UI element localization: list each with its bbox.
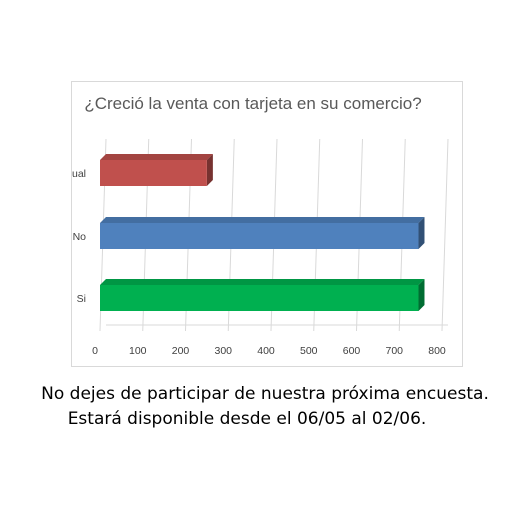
- category-labels: Sigue Igual No Si: [72, 168, 86, 305]
- footer-line-1: No dejes de participar de nuestra próxim…: [41, 384, 489, 404]
- bar-0: [100, 154, 213, 186]
- bar-top-0: [100, 154, 213, 160]
- chart-frame: ¿Creció la venta con tarjeta en su comer…: [71, 81, 463, 367]
- x-tick-label-8: 800: [428, 345, 446, 357]
- x-tick-label-4: 400: [257, 345, 275, 357]
- bar-2: [100, 279, 425, 311]
- chart-title: ¿Creció la venta con tarjeta en su comer…: [84, 94, 421, 113]
- gridline-8: [441, 138, 449, 332]
- bar-side-0: [206, 154, 213, 186]
- bars-layer: [100, 154, 425, 311]
- bar-front-0: [100, 160, 207, 186]
- x-tick-label-2: 200: [172, 345, 190, 357]
- category-label-1: No: [73, 231, 87, 243]
- x-tick-label-7: 700: [385, 345, 403, 357]
- bar-chart: ¿Creció la venta con tarjeta en su comer…: [72, 94, 449, 357]
- x-tick-label-1: 100: [129, 345, 147, 357]
- x-tick-label-6: 600: [343, 345, 361, 357]
- bar-1: [100, 217, 425, 249]
- x-tick-label-5: 500: [300, 345, 318, 357]
- category-label-2: Si: [77, 293, 86, 305]
- bar-front-2: [100, 285, 419, 311]
- bar-front-1: [100, 223, 419, 249]
- bar-side-1: [418, 217, 425, 249]
- bar-top-1: [100, 217, 425, 223]
- category-label-0: Sigue Igual: [72, 168, 86, 180]
- bar-top-2: [100, 279, 425, 285]
- bar-side-2: [418, 279, 425, 311]
- x-tick-label-0: 0: [92, 345, 98, 357]
- x-tick-label-3: 300: [214, 345, 232, 357]
- x-axis-ticks: 0 100 200 300 400 500 600 700 800: [92, 345, 446, 357]
- footer-line-2: Estará disponible desde el 06/05 al 02/0…: [67, 409, 427, 429]
